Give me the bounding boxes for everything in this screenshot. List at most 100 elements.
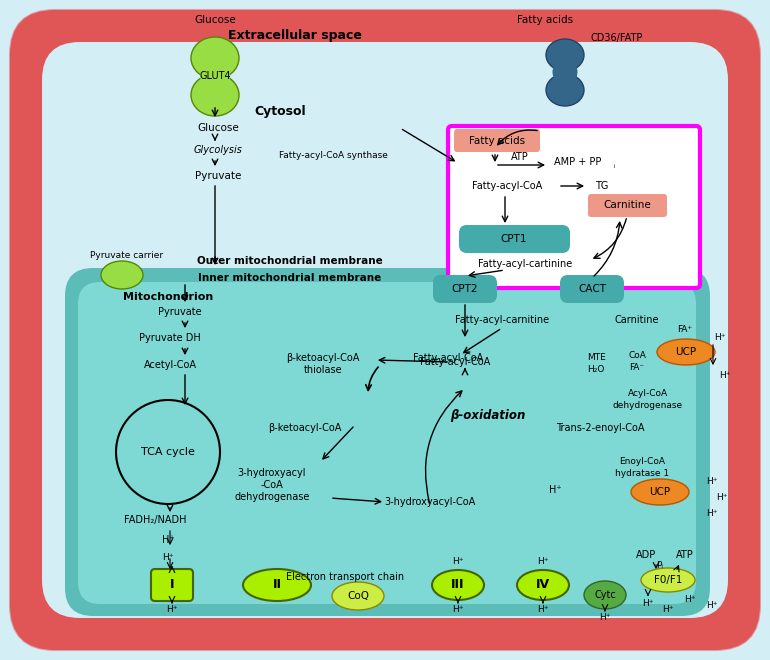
Text: H⁺: H⁺ bbox=[685, 595, 696, 605]
Text: H⁺: H⁺ bbox=[642, 599, 654, 607]
FancyBboxPatch shape bbox=[459, 225, 570, 253]
Text: H₂O: H₂O bbox=[588, 366, 604, 374]
Ellipse shape bbox=[432, 570, 484, 600]
Text: CPT1: CPT1 bbox=[500, 234, 527, 244]
Text: dehydrogenase: dehydrogenase bbox=[613, 401, 683, 409]
Text: Fatty-acyl-carnitine: Fatty-acyl-carnitine bbox=[455, 315, 549, 325]
Text: UCP: UCP bbox=[675, 347, 697, 357]
Text: β-oxidation: β-oxidation bbox=[450, 409, 526, 422]
Ellipse shape bbox=[243, 569, 311, 601]
Text: Cytosol: Cytosol bbox=[254, 106, 306, 119]
Text: 3-hydroxyacyl-CoA: 3-hydroxyacyl-CoA bbox=[384, 497, 476, 507]
Text: Acetyl-CoA: Acetyl-CoA bbox=[143, 360, 196, 370]
Text: Fatty-acyl-cartinine: Fatty-acyl-cartinine bbox=[478, 259, 572, 269]
Text: β-ketoacyl-CoA: β-ketoacyl-CoA bbox=[286, 353, 360, 363]
Ellipse shape bbox=[546, 74, 584, 106]
Text: -CoA: -CoA bbox=[260, 480, 283, 490]
Text: Fatty-acyl-CoA synthase: Fatty-acyl-CoA synthase bbox=[279, 150, 388, 160]
Text: H⁺: H⁺ bbox=[162, 554, 174, 562]
Text: Fatty acids: Fatty acids bbox=[469, 136, 525, 146]
Text: hydratase 1: hydratase 1 bbox=[615, 469, 669, 478]
Text: Mitochondrion: Mitochondrion bbox=[123, 292, 213, 302]
Ellipse shape bbox=[641, 568, 695, 592]
FancyBboxPatch shape bbox=[448, 126, 700, 288]
Ellipse shape bbox=[553, 59, 578, 85]
Ellipse shape bbox=[191, 74, 239, 116]
Text: H⁺: H⁺ bbox=[549, 485, 561, 495]
Text: CoA: CoA bbox=[628, 350, 646, 360]
Text: FADH₂/NADH: FADH₂/NADH bbox=[124, 515, 186, 525]
Text: H⁺: H⁺ bbox=[662, 605, 674, 614]
Text: H⁺: H⁺ bbox=[706, 510, 718, 519]
Text: Fatty acids: Fatty acids bbox=[517, 15, 573, 25]
Text: Pyruvate: Pyruvate bbox=[195, 171, 241, 181]
Text: Acyl-CoA: Acyl-CoA bbox=[628, 389, 668, 397]
FancyBboxPatch shape bbox=[151, 569, 193, 601]
Ellipse shape bbox=[332, 582, 384, 610]
Ellipse shape bbox=[200, 62, 230, 90]
FancyBboxPatch shape bbox=[10, 10, 760, 650]
Text: Glucose: Glucose bbox=[197, 123, 239, 133]
Ellipse shape bbox=[657, 339, 715, 365]
Text: ADP: ADP bbox=[636, 550, 656, 560]
Text: CoQ: CoQ bbox=[347, 591, 369, 601]
FancyBboxPatch shape bbox=[454, 129, 540, 152]
Text: TG: TG bbox=[595, 181, 609, 191]
FancyBboxPatch shape bbox=[433, 275, 497, 303]
Text: H⁺: H⁺ bbox=[715, 333, 726, 343]
Text: III: III bbox=[451, 579, 465, 591]
Text: MTE: MTE bbox=[587, 354, 605, 362]
Ellipse shape bbox=[584, 581, 626, 609]
Text: Pyruvate: Pyruvate bbox=[158, 307, 202, 317]
Ellipse shape bbox=[191, 37, 239, 79]
Text: Outer mitochondrial membrane: Outer mitochondrial membrane bbox=[197, 256, 383, 266]
Text: CD36/FATP: CD36/FATP bbox=[591, 33, 643, 43]
Text: ATP: ATP bbox=[511, 152, 529, 162]
Text: H⁺: H⁺ bbox=[452, 556, 464, 566]
Text: Fatty-acyl-CoA: Fatty-acyl-CoA bbox=[420, 357, 490, 367]
Text: Carnitine: Carnitine bbox=[603, 200, 651, 210]
Text: UCP: UCP bbox=[649, 487, 671, 497]
Text: Fatty-acyl-CoA: Fatty-acyl-CoA bbox=[413, 353, 483, 363]
Text: CACT: CACT bbox=[578, 284, 606, 294]
Text: FA⁻: FA⁻ bbox=[629, 364, 644, 372]
Text: Glycolysis: Glycolysis bbox=[193, 145, 243, 155]
FancyBboxPatch shape bbox=[560, 275, 624, 303]
Text: 3-hydroxyacyl: 3-hydroxyacyl bbox=[238, 468, 306, 478]
Text: Enoyl-CoA: Enoyl-CoA bbox=[619, 457, 665, 467]
Text: Trans-2-enoyl-CoA: Trans-2-enoyl-CoA bbox=[556, 423, 644, 433]
FancyBboxPatch shape bbox=[42, 42, 728, 618]
Text: H⁺: H⁺ bbox=[162, 535, 174, 545]
Text: H⁺: H⁺ bbox=[452, 605, 464, 614]
Text: Carnitine: Carnitine bbox=[614, 315, 659, 325]
Text: Glucose: Glucose bbox=[194, 15, 236, 25]
Text: Extracellular space: Extracellular space bbox=[228, 28, 362, 42]
Text: β-ketoacyl-CoA: β-ketoacyl-CoA bbox=[268, 423, 342, 433]
Ellipse shape bbox=[101, 261, 143, 289]
Text: Pyruvate carrier: Pyruvate carrier bbox=[90, 251, 163, 259]
Text: CPT2: CPT2 bbox=[452, 284, 478, 294]
FancyBboxPatch shape bbox=[78, 282, 696, 604]
Text: dehydrogenase: dehydrogenase bbox=[234, 492, 310, 502]
Text: H⁺: H⁺ bbox=[537, 556, 549, 566]
Text: ᵢ: ᵢ bbox=[613, 160, 614, 170]
Text: II: II bbox=[273, 579, 282, 591]
Text: F0/F1: F0/F1 bbox=[654, 575, 682, 585]
FancyBboxPatch shape bbox=[65, 268, 710, 616]
Text: GLUT4: GLUT4 bbox=[199, 71, 231, 81]
FancyBboxPatch shape bbox=[588, 194, 667, 217]
Text: AMP + PP: AMP + PP bbox=[554, 157, 601, 167]
Text: Cytc: Cytc bbox=[594, 590, 616, 600]
Text: Pᵢ: Pᵢ bbox=[657, 560, 664, 570]
Text: H⁺: H⁺ bbox=[166, 605, 178, 614]
Text: thiolase: thiolase bbox=[303, 365, 343, 375]
Ellipse shape bbox=[517, 570, 569, 600]
Text: H⁺: H⁺ bbox=[599, 612, 611, 622]
Text: FA⁺: FA⁺ bbox=[678, 325, 692, 335]
Ellipse shape bbox=[546, 39, 584, 71]
Text: H⁺: H⁺ bbox=[716, 494, 728, 502]
Text: Fatty-acyl-CoA: Fatty-acyl-CoA bbox=[472, 181, 542, 191]
Text: Electron transport chain: Electron transport chain bbox=[286, 572, 404, 582]
Text: H⁺: H⁺ bbox=[537, 605, 549, 614]
Text: Pyruvate DH: Pyruvate DH bbox=[139, 333, 201, 343]
